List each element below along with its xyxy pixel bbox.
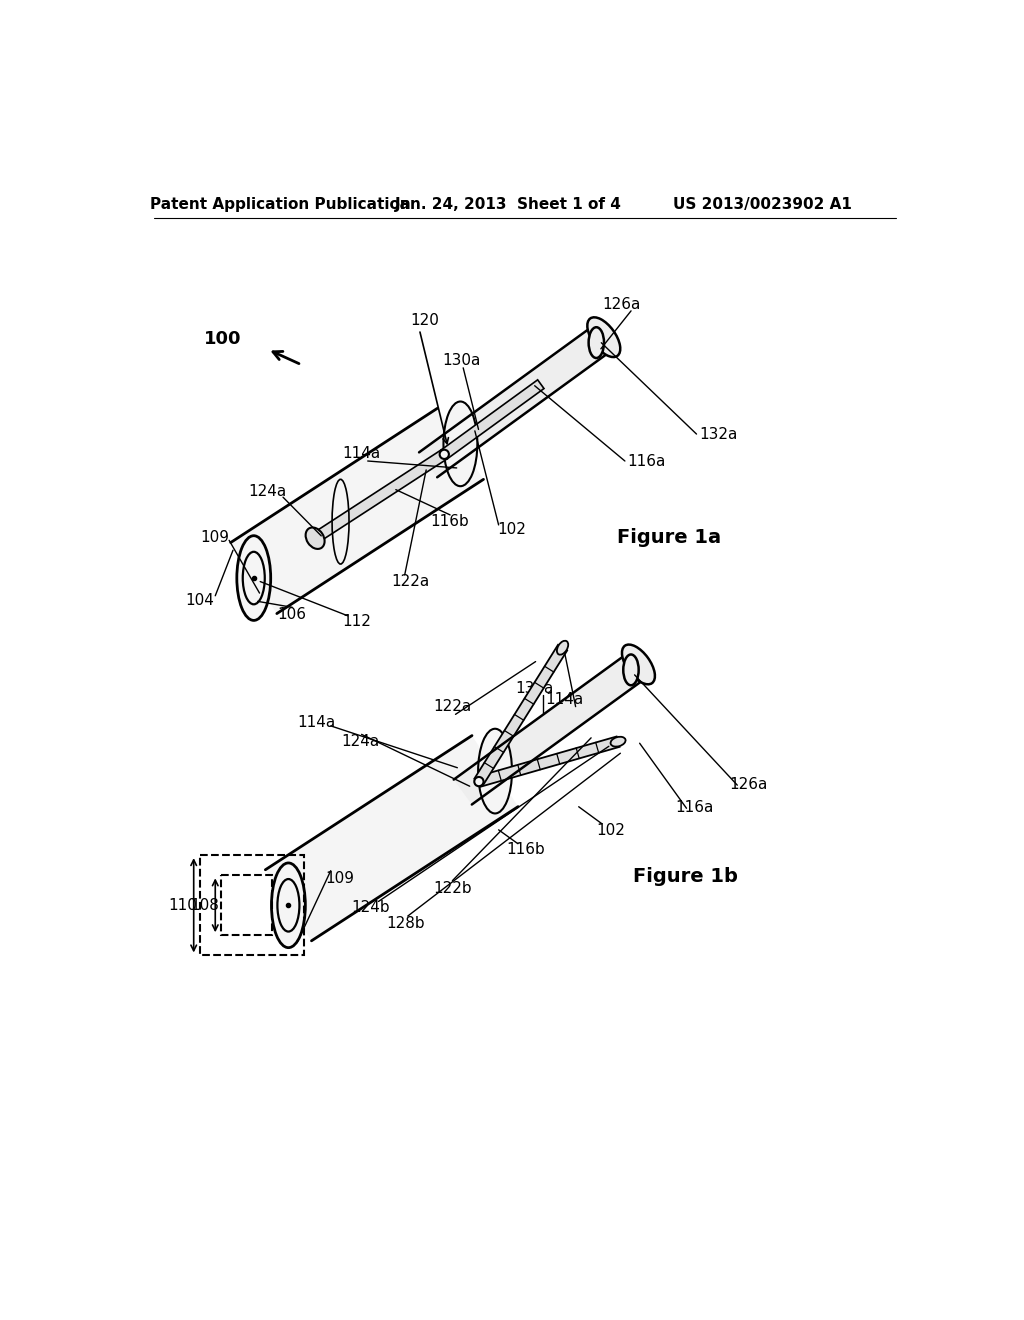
- Text: 114a: 114a: [298, 714, 336, 730]
- Text: 109: 109: [201, 529, 229, 545]
- Text: 102: 102: [596, 824, 625, 838]
- Text: 106: 106: [278, 607, 307, 622]
- Ellipse shape: [622, 644, 655, 684]
- Polygon shape: [474, 645, 567, 784]
- Text: 110: 110: [169, 898, 198, 913]
- Bar: [221, 875, 272, 935]
- Ellipse shape: [443, 401, 477, 486]
- Bar: [200, 855, 304, 956]
- Text: 126a: 126a: [730, 777, 768, 792]
- Text: 124b: 124b: [351, 900, 390, 915]
- Text: 128b: 128b: [386, 916, 425, 931]
- Text: 122a: 122a: [392, 574, 430, 590]
- Ellipse shape: [439, 450, 449, 459]
- Text: 102: 102: [498, 521, 526, 537]
- Text: 132a: 132a: [698, 426, 737, 442]
- Ellipse shape: [278, 879, 299, 932]
- Polygon shape: [454, 657, 640, 804]
- Text: 114a: 114a: [342, 446, 381, 461]
- Text: 126a: 126a: [602, 297, 640, 313]
- Text: 122a: 122a: [433, 700, 471, 714]
- Text: 108: 108: [190, 898, 219, 913]
- Polygon shape: [441, 380, 544, 458]
- Text: 114a: 114a: [545, 692, 584, 708]
- Text: 100: 100: [204, 330, 242, 347]
- Ellipse shape: [478, 729, 512, 813]
- Polygon shape: [477, 737, 620, 787]
- Ellipse shape: [557, 640, 568, 655]
- Text: 122b: 122b: [433, 880, 472, 896]
- Text: 120: 120: [411, 313, 439, 327]
- Text: 130a: 130a: [442, 352, 481, 368]
- Polygon shape: [230, 408, 483, 614]
- Text: 116b: 116b: [506, 842, 545, 858]
- Polygon shape: [265, 735, 518, 941]
- Text: Patent Application Publication: Patent Application Publication: [151, 197, 411, 213]
- Polygon shape: [419, 330, 605, 478]
- Text: 109: 109: [326, 871, 354, 886]
- Text: 116a: 116a: [628, 454, 666, 469]
- Ellipse shape: [271, 863, 305, 948]
- Ellipse shape: [589, 327, 604, 358]
- Text: 124a: 124a: [249, 483, 287, 499]
- Text: 124a: 124a: [341, 734, 379, 748]
- Ellipse shape: [624, 655, 639, 685]
- Text: 116a: 116a: [676, 800, 714, 814]
- Ellipse shape: [237, 536, 270, 620]
- Ellipse shape: [243, 552, 265, 605]
- Ellipse shape: [474, 777, 483, 787]
- Text: 130a: 130a: [516, 681, 554, 696]
- Text: Figure 1b: Figure 1b: [633, 866, 737, 886]
- Ellipse shape: [588, 317, 621, 358]
- Text: US 2013/0023902 A1: US 2013/0023902 A1: [673, 197, 851, 213]
- Text: 104: 104: [185, 593, 214, 609]
- Polygon shape: [315, 450, 447, 541]
- Text: Figure 1a: Figure 1a: [617, 528, 722, 546]
- Text: 116b: 116b: [431, 515, 469, 529]
- Ellipse shape: [305, 528, 325, 549]
- Text: Jan. 24, 2013  Sheet 1 of 4: Jan. 24, 2013 Sheet 1 of 4: [394, 197, 622, 213]
- Ellipse shape: [610, 737, 626, 747]
- Text: 112: 112: [342, 614, 372, 628]
